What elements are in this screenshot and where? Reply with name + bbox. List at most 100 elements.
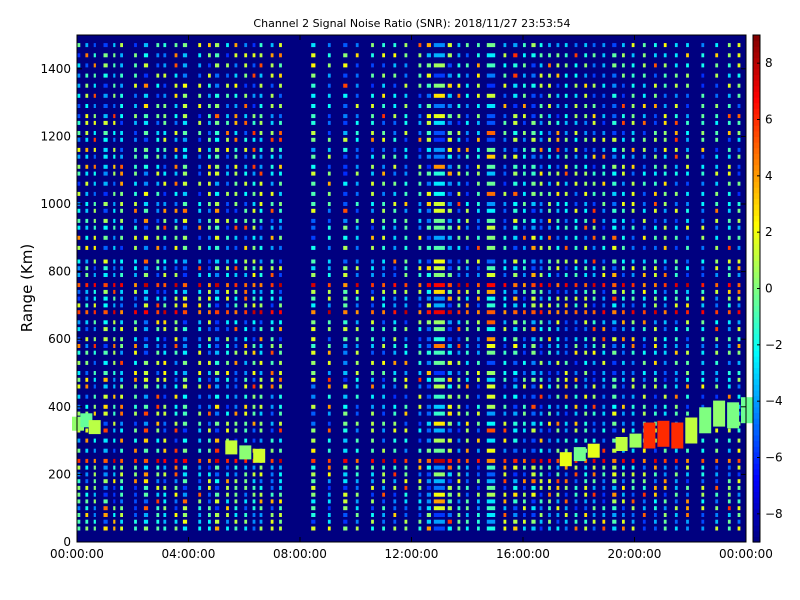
heatmap-cell (93, 202, 96, 206)
heatmap-cell (311, 472, 316, 477)
heatmap-cell (612, 310, 617, 315)
heatmap-cell (327, 303, 331, 308)
heatmap-cell (631, 472, 635, 477)
heatmap-cell (447, 120, 452, 125)
heatmap-cell (259, 131, 263, 135)
heatmap-cell (120, 506, 123, 511)
heatmap-cell (113, 208, 116, 213)
colorbar-tick-label: −8 (765, 507, 783, 521)
heatmap-cell (77, 320, 81, 325)
heatmap-cell (539, 448, 543, 453)
heatmap-cell (355, 208, 359, 213)
heatmap-cell (433, 202, 445, 206)
heatmap-cell (156, 171, 160, 176)
heatmap-cell (503, 83, 507, 88)
heatmap-cell (343, 394, 348, 399)
heatmap-cell (279, 377, 282, 382)
heatmap-cell (143, 273, 149, 277)
heatmap-cell (270, 428, 274, 433)
heatmap-cell (418, 53, 422, 58)
heatmap-cell (556, 283, 560, 288)
heatmap-cell (311, 394, 316, 399)
heatmap-cell (503, 404, 507, 409)
heatmap-cell (371, 320, 374, 325)
heatmap-cell (134, 384, 137, 389)
heatmap-cell (486, 266, 496, 271)
heatmap-cell (654, 458, 657, 463)
heatmap-cell (737, 499, 741, 504)
heatmap-cell (622, 337, 625, 342)
heatmap-cell (234, 519, 238, 524)
heatmap-cell (404, 499, 408, 504)
heatmap-cell (393, 43, 397, 48)
heatmap-cell (163, 235, 167, 240)
heatmap-cell (143, 93, 149, 98)
heatmap-cell (447, 513, 452, 517)
heatmap-cell (404, 448, 408, 453)
heatmap-cell (486, 394, 496, 399)
heatmap-cell (113, 499, 116, 504)
heatmap-cell (382, 394, 385, 399)
heatmap-cell (143, 181, 149, 186)
heatmap-cell (622, 519, 625, 524)
heatmap-cell (564, 320, 568, 325)
heatmap-cell (182, 63, 188, 68)
heatmap-cell (631, 320, 635, 325)
heatmap-cell (418, 448, 422, 453)
heatmap-cell (198, 137, 202, 142)
heatmap-cell (457, 225, 461, 230)
heatmap-cell (701, 208, 705, 213)
heatmap-cell (174, 404, 178, 409)
heatmap-cell (103, 327, 108, 332)
heatmap-cell (77, 63, 81, 68)
heatmap-cell (486, 350, 496, 355)
heatmap-cell (279, 147, 282, 152)
heatmap-cell (404, 83, 408, 88)
heatmap-cell (686, 303, 689, 308)
heatmap-cell (715, 320, 719, 325)
heatmap-cell (602, 202, 606, 206)
heatmap-cell (531, 259, 536, 264)
heatmap-cell (215, 83, 220, 88)
heatmap-cell (182, 428, 188, 433)
heatmap-cell (252, 273, 256, 277)
heatmap-cell (686, 310, 689, 315)
heatmap-cell (715, 191, 719, 196)
heatmap-cell (612, 472, 617, 477)
heatmap-cell (642, 377, 646, 382)
heatmap-cell (548, 114, 551, 119)
heatmap-cell (355, 225, 359, 230)
heatmap-cell (592, 104, 596, 108)
heatmap-cell (674, 513, 678, 517)
heatmap-cell (701, 506, 705, 511)
heatmap-cell (120, 181, 123, 186)
heatmap-cell (279, 289, 282, 294)
heatmap-cell (539, 479, 543, 484)
heatmap-cell (447, 191, 452, 196)
heatmap-cell (156, 83, 160, 88)
heatmap-cell (120, 310, 123, 315)
heatmap-cell (457, 506, 461, 511)
heatmap-cell (208, 371, 211, 375)
heatmap-cell (663, 360, 667, 365)
heatmap-cell (531, 266, 536, 271)
heatmap-cell (343, 513, 348, 517)
heatmap-cell (279, 218, 282, 223)
heatmap-cell (371, 225, 374, 230)
heatmap-cell (531, 164, 536, 169)
heatmap-cell (503, 492, 507, 497)
heatmap-cell (226, 259, 229, 264)
heatmap-cell (433, 53, 445, 58)
heatmap-cell (103, 296, 108, 301)
heatmap-cell (143, 506, 149, 511)
heatmap-cell (418, 421, 422, 426)
heatmap-cell (252, 104, 256, 108)
heatmap-cell (486, 384, 496, 389)
heatmap-cell (592, 259, 596, 264)
heatmap-cell (244, 350, 248, 355)
heatmap-cell (465, 93, 469, 98)
heatmap-cell (156, 93, 160, 98)
heatmap-cell (382, 506, 385, 511)
heatmap-cell (182, 371, 188, 375)
heatmap-cell (426, 428, 431, 433)
